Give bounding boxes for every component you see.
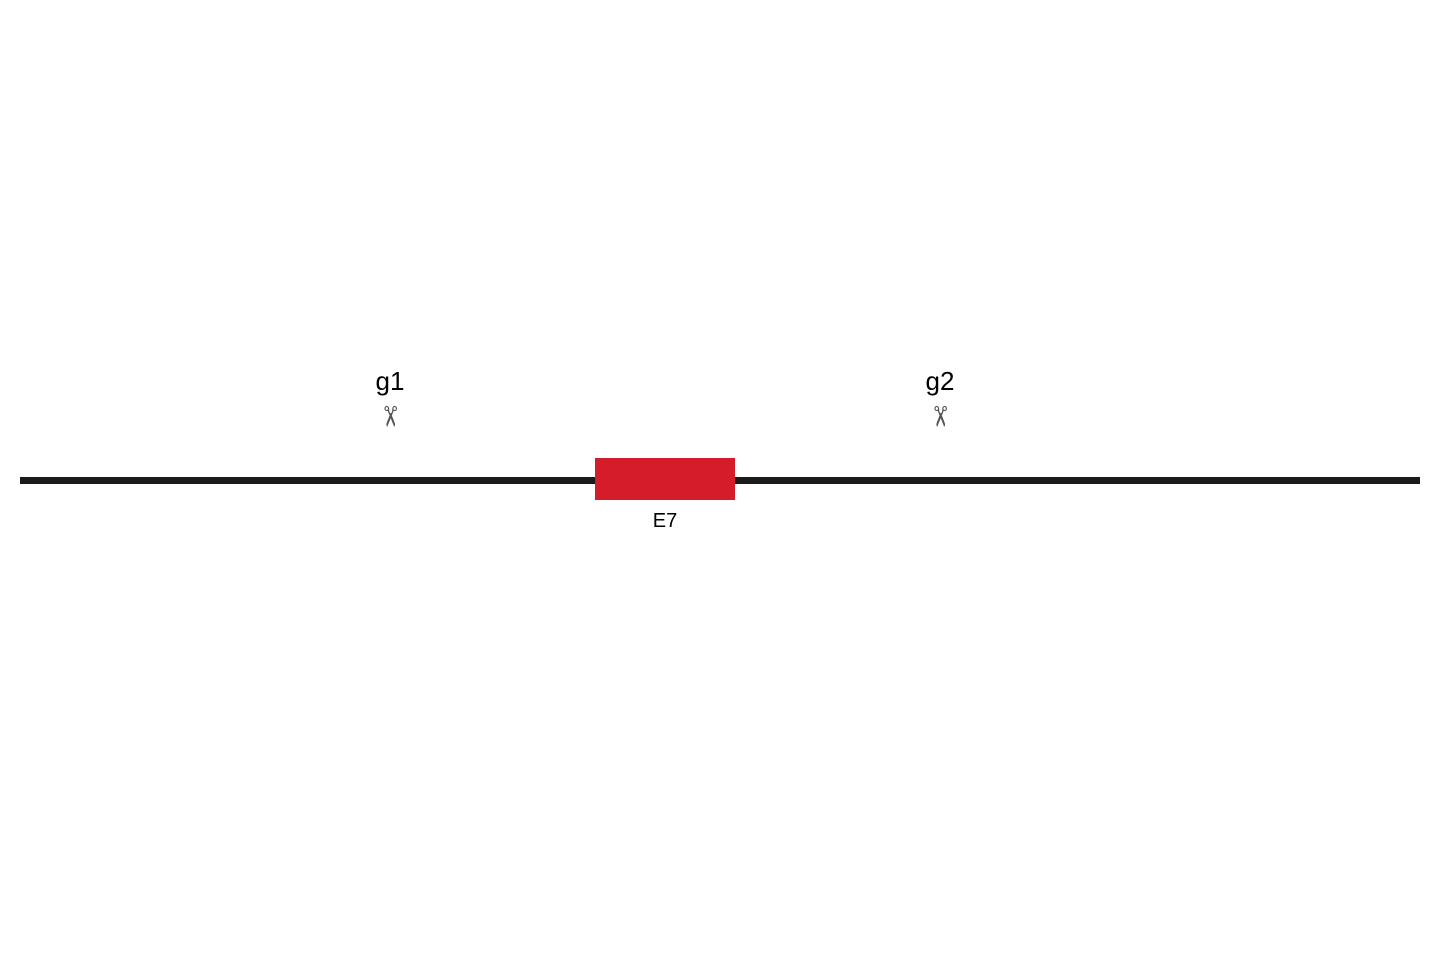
scissors-icon: ✂ [374, 387, 407, 447]
scissors-icon: ✂ [924, 387, 957, 447]
exon-e7-label: E7 [595, 510, 735, 533]
exon-e7 [595, 458, 735, 500]
gene-diagram: E7 g1 ✂ g2 ✂ [0, 0, 1440, 960]
